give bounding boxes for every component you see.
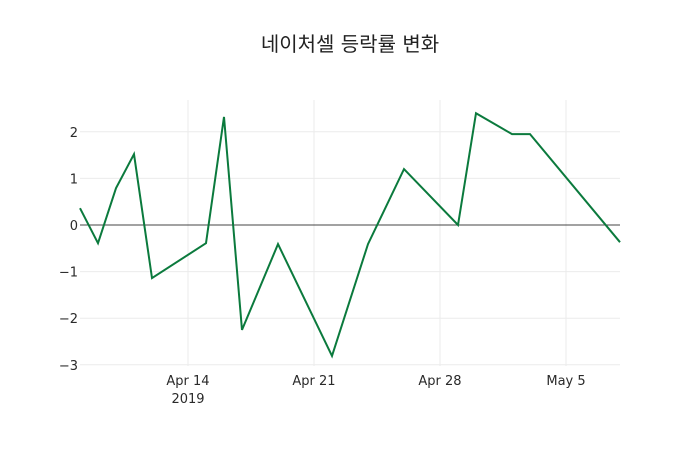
y-tick-label: 2 <box>70 126 78 141</box>
x-tick-label: Apr 14 <box>166 374 209 389</box>
y-tick-label: 0 <box>70 219 78 234</box>
grid-lines <box>80 100 620 366</box>
x-tick-label: Apr 28 <box>418 374 461 389</box>
y-axis: 2 1 0 −1 −2 −3 <box>59 126 78 374</box>
chart-title: 네이처셀 등락률 변화 <box>260 32 440 56</box>
x-tick-label: May 5 <box>546 374 585 389</box>
x-axis: Apr 14 2019 Apr 21 Apr 28 May 5 <box>166 374 585 407</box>
x-tick-label: 2019 <box>171 392 204 407</box>
x-tick-label: Apr 21 <box>292 374 335 389</box>
y-tick-label: −3 <box>59 359 78 374</box>
series-line <box>79 111 621 359</box>
y-tick-label: −1 <box>59 266 78 281</box>
y-tick-label: −2 <box>59 312 78 327</box>
y-tick-label: 1 <box>70 172 78 187</box>
